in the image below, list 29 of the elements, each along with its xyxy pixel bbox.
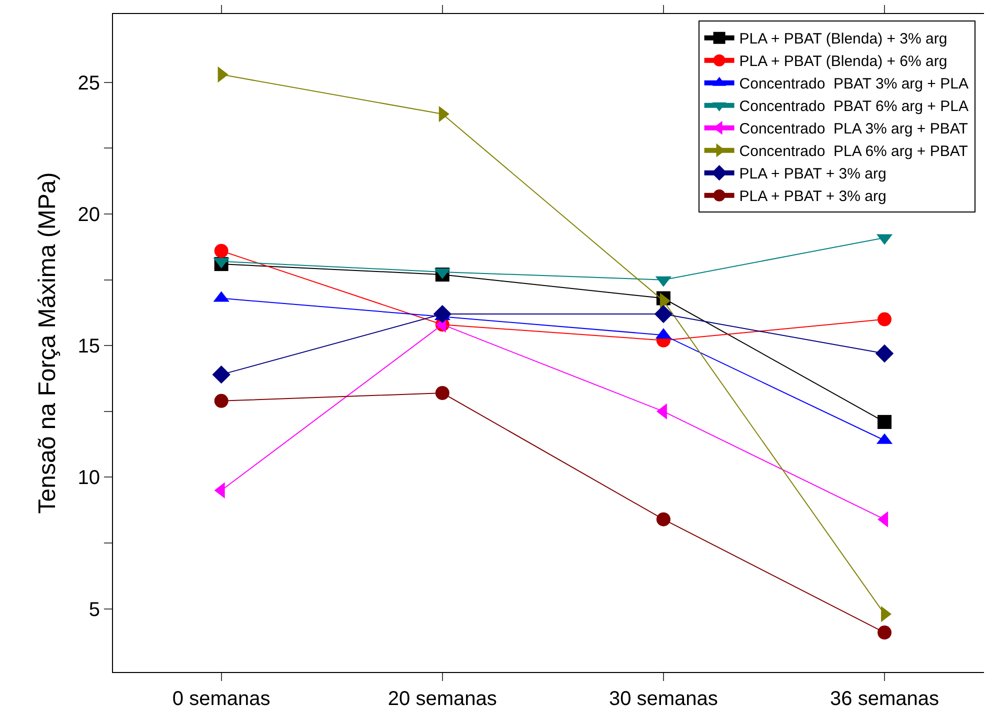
legend-label: Concentrado PLA 6% arg + PBAT — [739, 143, 968, 160]
y-axis-title: Tensaõ na Força Máxima (MPa) — [34, 172, 61, 514]
y-tick-label: 5 — [88, 598, 100, 621]
x-tick-label: 0 semanas — [172, 688, 270, 710]
legend-label: PLA + PBAT + 3% arg — [739, 188, 886, 206]
legend-label: PLA + PBAT (Blenda) + 3% arg — [739, 30, 948, 48]
x-tick-label: 30 semanas — [608, 688, 718, 710]
legend-label: Concentrado PBAT 6% arg + PLA — [739, 98, 968, 116]
point — [212, 365, 230, 384]
x-tick-label: 36 semanas — [830, 688, 940, 710]
point — [656, 512, 670, 526]
point — [875, 344, 894, 363]
y-tick-label: 25 — [78, 72, 100, 94]
y-tick-label: 10 — [78, 467, 100, 490]
point — [435, 386, 450, 400]
legend-label: PLA + PBAT + 3% arg — [739, 166, 886, 183]
y-tick-label: 15 — [78, 336, 100, 358]
point — [878, 312, 892, 326]
point — [878, 414, 892, 429]
legend-label: Concentrado PBAT 3% arg + PLA — [739, 76, 968, 93]
legend-label: PLA + PBAT (Blenda) + 6% arg — [739, 53, 948, 70]
point — [654, 304, 673, 324]
point — [878, 626, 892, 640]
legend-label: Concentrado PLA 3% arg + PBAT — [739, 120, 968, 138]
x-tick-label: 20 semanas — [388, 688, 497, 710]
point — [214, 394, 228, 408]
point — [214, 244, 228, 258]
point — [433, 304, 452, 324]
y-tick-label: 20 — [78, 204, 100, 226]
